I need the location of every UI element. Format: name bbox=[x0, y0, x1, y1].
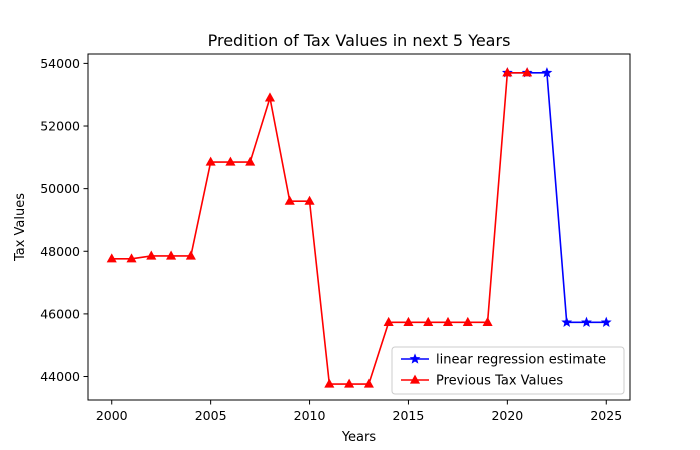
data-point bbox=[462, 316, 473, 326]
data-point bbox=[324, 378, 335, 388]
plot-frame bbox=[87, 53, 631, 401]
data-point bbox=[383, 316, 394, 326]
data-point bbox=[205, 156, 216, 166]
data-point bbox=[502, 67, 513, 77]
data-point bbox=[225, 156, 236, 166]
x-tick-label: 2005 bbox=[195, 408, 227, 423]
data-point bbox=[166, 250, 177, 260]
y-tick-label: 46000 bbox=[40, 306, 80, 321]
data-point bbox=[403, 316, 414, 326]
data-point bbox=[482, 316, 493, 326]
legend-box bbox=[391, 346, 625, 395]
data-point bbox=[442, 316, 454, 326]
legend-marker bbox=[409, 374, 421, 384]
y-tick-label: 48000 bbox=[40, 244, 80, 259]
data-point bbox=[284, 195, 295, 205]
data-point bbox=[264, 92, 276, 102]
series-line bbox=[111, 71, 528, 385]
data-point bbox=[245, 156, 256, 166]
data-point bbox=[304, 195, 315, 205]
plot-area bbox=[88, 54, 630, 400]
x-tick-label: 2010 bbox=[294, 408, 326, 423]
data-point bbox=[106, 253, 117, 263]
legend-entry-label: linear regression estimate bbox=[436, 353, 606, 368]
y-tick-label: 44000 bbox=[40, 369, 80, 384]
data-point bbox=[423, 316, 434, 326]
data-point bbox=[600, 316, 612, 327]
data-point bbox=[146, 250, 157, 260]
data-point bbox=[344, 378, 355, 388]
x-tick-label: 2020 bbox=[491, 408, 523, 423]
y-tick-label: 52000 bbox=[40, 119, 80, 134]
series-previous-tax-values bbox=[106, 67, 533, 388]
chart-title: Predition of Tax Values in next 5 Years bbox=[208, 31, 511, 50]
data-point bbox=[522, 67, 533, 77]
legend: linear regression estimate Previous Tax V… bbox=[391, 346, 625, 395]
x-tick-label: 2015 bbox=[393, 408, 425, 423]
data-point bbox=[185, 250, 196, 260]
y-tick-label: 54000 bbox=[40, 56, 80, 71]
data-point bbox=[363, 378, 374, 388]
y-axis-label: Tax Values bbox=[13, 193, 28, 262]
legend-entry-label: Previous Tax Values bbox=[436, 374, 563, 389]
y-tick-label: 50000 bbox=[40, 181, 80, 196]
data-point bbox=[541, 67, 553, 78]
legend-marker bbox=[409, 353, 421, 364]
data-point bbox=[581, 316, 592, 327]
x-tick-label: 2025 bbox=[590, 408, 622, 423]
data-point bbox=[561, 316, 573, 327]
x-tick-label: 2000 bbox=[96, 408, 128, 423]
data-point bbox=[126, 253, 137, 263]
x-axis-label: Years bbox=[341, 430, 377, 445]
